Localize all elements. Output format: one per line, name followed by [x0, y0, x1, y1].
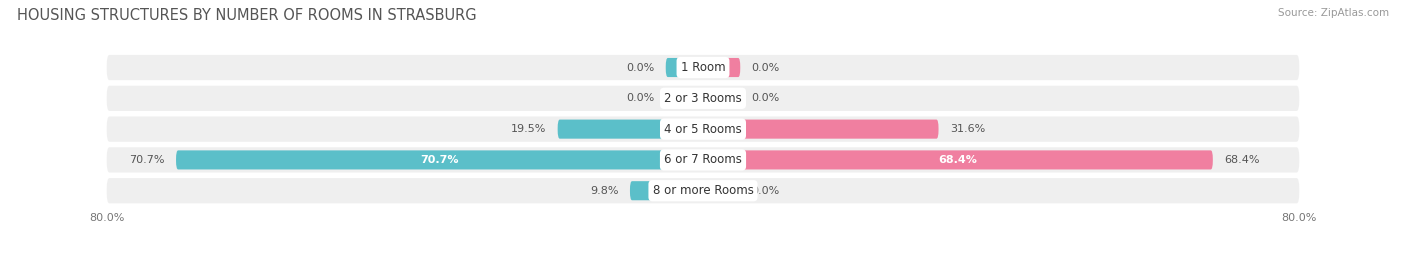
FancyBboxPatch shape [176, 150, 703, 169]
FancyBboxPatch shape [107, 178, 1299, 203]
FancyBboxPatch shape [703, 89, 741, 108]
Text: 8 or more Rooms: 8 or more Rooms [652, 184, 754, 197]
Text: 31.6%: 31.6% [949, 124, 986, 134]
FancyBboxPatch shape [107, 147, 1299, 172]
FancyBboxPatch shape [558, 120, 703, 139]
Text: 6 or 7 Rooms: 6 or 7 Rooms [664, 153, 742, 167]
FancyBboxPatch shape [703, 58, 741, 77]
FancyBboxPatch shape [703, 120, 939, 139]
FancyBboxPatch shape [630, 181, 703, 200]
Text: 70.7%: 70.7% [129, 155, 165, 165]
Text: 68.4%: 68.4% [938, 155, 977, 165]
Text: 0.0%: 0.0% [626, 93, 655, 103]
Text: Source: ZipAtlas.com: Source: ZipAtlas.com [1278, 8, 1389, 18]
FancyBboxPatch shape [107, 55, 1299, 80]
Text: 4 or 5 Rooms: 4 or 5 Rooms [664, 123, 742, 136]
FancyBboxPatch shape [703, 181, 741, 200]
Text: 68.4%: 68.4% [1225, 155, 1260, 165]
Text: 0.0%: 0.0% [751, 186, 780, 196]
FancyBboxPatch shape [665, 89, 703, 108]
Text: 2 or 3 Rooms: 2 or 3 Rooms [664, 92, 742, 105]
FancyBboxPatch shape [107, 86, 1299, 111]
FancyBboxPatch shape [665, 58, 703, 77]
Text: 0.0%: 0.0% [751, 93, 780, 103]
FancyBboxPatch shape [107, 116, 1299, 142]
FancyBboxPatch shape [703, 150, 1213, 169]
Text: 70.7%: 70.7% [420, 155, 458, 165]
Text: 0.0%: 0.0% [626, 62, 655, 73]
Legend: Owner-occupied, Renter-occupied: Owner-occupied, Renter-occupied [579, 266, 827, 269]
Text: 9.8%: 9.8% [591, 186, 619, 196]
Text: HOUSING STRUCTURES BY NUMBER OF ROOMS IN STRASBURG: HOUSING STRUCTURES BY NUMBER OF ROOMS IN… [17, 8, 477, 23]
Text: 0.0%: 0.0% [751, 62, 780, 73]
Text: 1 Room: 1 Room [681, 61, 725, 74]
Text: 19.5%: 19.5% [512, 124, 547, 134]
